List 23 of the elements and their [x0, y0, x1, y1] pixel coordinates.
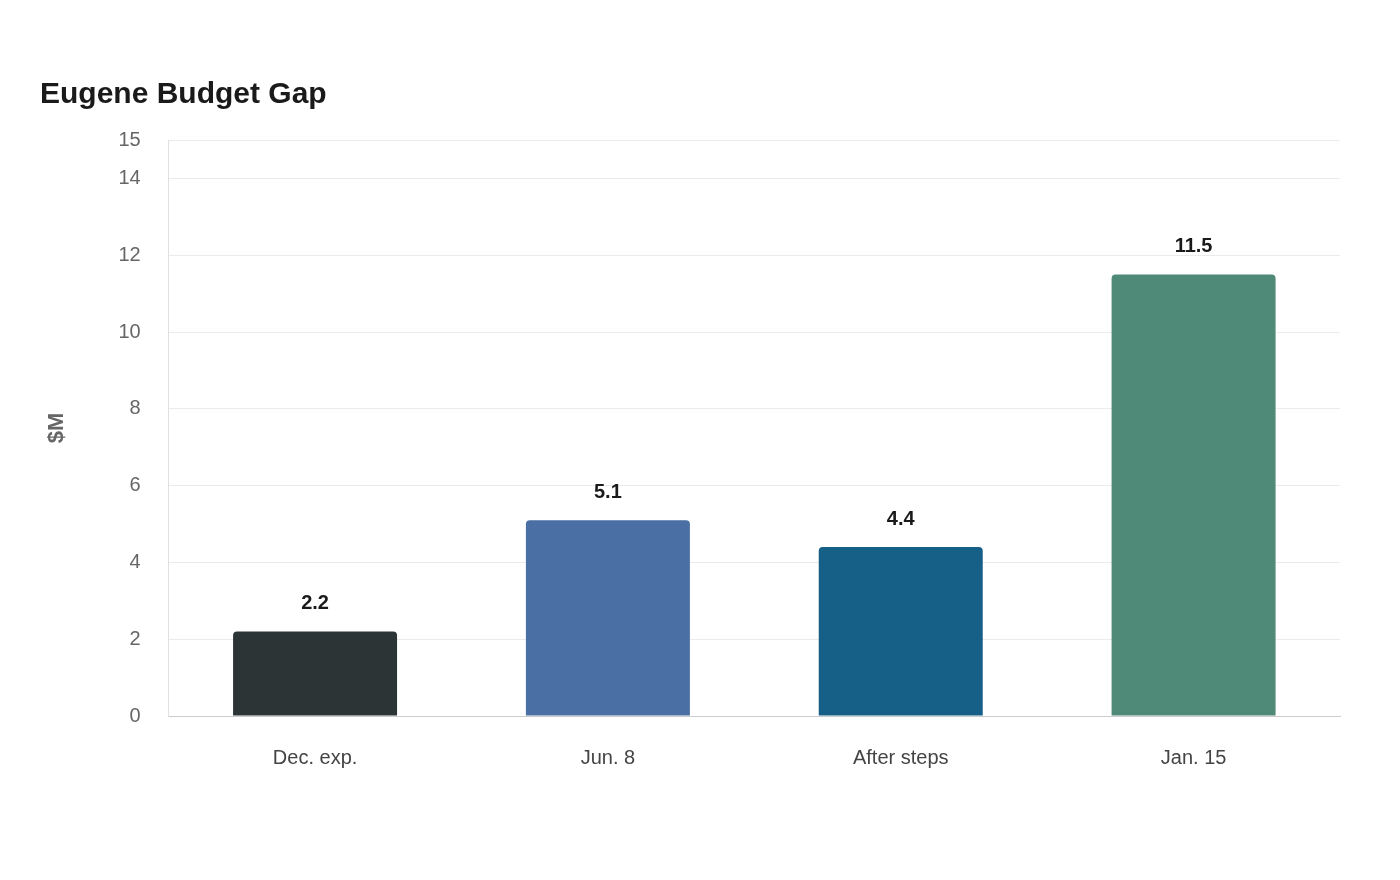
- data-label: 5.1: [594, 479, 622, 502]
- y-tick-label: 2: [129, 626, 141, 649]
- bar: [233, 631, 398, 716]
- bar: [525, 520, 690, 716]
- y-tick-label: 0: [129, 703, 141, 726]
- y-tick-label: 15: [118, 127, 141, 150]
- y-tick-label: 14: [118, 165, 141, 188]
- x-tick-label: Dec. exp.: [272, 745, 358, 768]
- chart-title: Eugene Budget Gap: [40, 76, 327, 110]
- data-label: 2.2: [301, 591, 329, 614]
- y-tick-label: 6: [129, 473, 141, 496]
- data-label: 4.4: [886, 506, 916, 529]
- x-tick-label: Jan. 15: [1160, 745, 1227, 768]
- x-tick-label: After steps: [852, 745, 949, 768]
- y-axis-title: $M: [43, 412, 69, 444]
- y-tick-label: 8: [129, 396, 141, 419]
- y-tick-label: 10: [118, 319, 141, 342]
- data-label: 11.5: [1174, 233, 1213, 256]
- x-tick-label: Jun. 8: [580, 745, 636, 768]
- bar: [818, 547, 983, 716]
- y-tick-label: 12: [118, 242, 141, 265]
- y-tick-label: 4: [129, 549, 141, 572]
- bar: [1111, 274, 1276, 716]
